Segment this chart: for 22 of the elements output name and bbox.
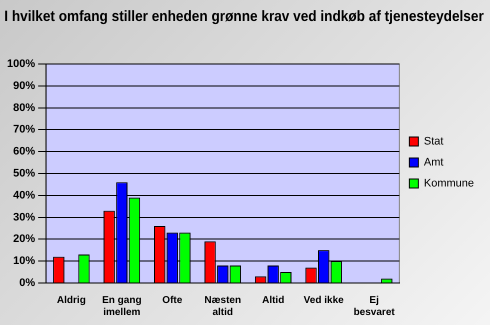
y-tick-label: 80% [13, 102, 36, 114]
y-tick-label: 20% [13, 233, 36, 246]
chart-title: I hvilket omfang stiller enheden grønne krav ved indkøb af tjenesteydelser [4, 8, 484, 26]
legend-label: Kommune [424, 178, 474, 190]
x-tick-label: Ved ikke [304, 294, 344, 306]
y-tick-label: 40% [13, 189, 36, 202]
y-tick-label: 100% [6, 58, 36, 70]
y-tick-label: 50% [13, 168, 36, 180]
x-tick-label: Ofte [162, 294, 183, 306]
legend-label: Amt [424, 156, 444, 169]
x-tick-label: Altid [262, 294, 284, 306]
y-tick-label: 60% [13, 146, 36, 158]
y-tick-label: 30% [13, 211, 36, 224]
y-tick-label: 70% [13, 124, 36, 136]
x-tick-label: Ej besvaret [354, 294, 396, 318]
y-tick-label: 10% [13, 255, 36, 268]
x-tick-label: Aldrig [56, 294, 86, 306]
legend-label: Stat [424, 136, 444, 148]
y-tick-label: 0% [19, 277, 36, 290]
x-tick-label: En gang imellem [102, 294, 142, 318]
x-tick-label: Næsten altid [204, 294, 242, 318]
y-tick-label: 90% [13, 80, 36, 92]
